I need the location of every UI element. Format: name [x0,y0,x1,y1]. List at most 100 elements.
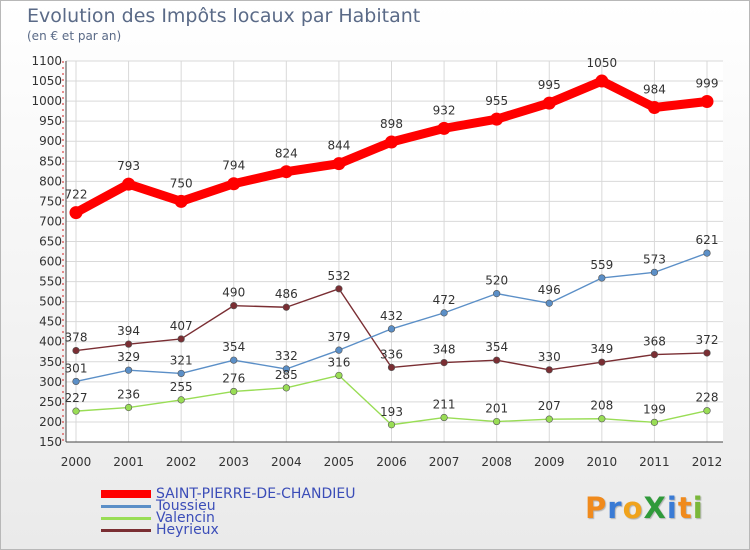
data-point [545,415,553,423]
data-label: 354 [222,340,245,354]
y-tick-label: 750 [39,194,62,208]
data-point [72,407,80,415]
data-point [703,349,711,357]
data-point [124,366,133,374]
y-tick-label: 500 [39,295,62,309]
data-point [230,356,238,364]
legend-item: SAINT-PIERRE-DE-CHANDIEU [101,486,356,502]
data-label: 329 [117,350,140,364]
y-tick-label: 450 [39,315,62,329]
data-label: 407 [170,319,193,333]
y-tick-label: 150 [39,435,62,449]
data-label: 984 [643,83,666,97]
data-label: 472 [433,293,456,307]
data-point [647,101,661,115]
x-tick-label: 2012 [692,455,723,469]
data-label: 559 [590,258,613,272]
y-tick-label: 900 [39,134,62,148]
data-label: 844 [327,139,350,153]
data-point [598,358,606,366]
data-label: 336 [380,347,403,361]
data-point [387,325,396,333]
data-label: 199 [643,402,666,416]
data-label: 372 [696,333,719,347]
y-tick-label: 350 [39,355,62,369]
legend: SAINT-PIERRE-DE-CHANDIEU Toussieu Valenc… [101,486,356,537]
y-tick-label: 700 [39,214,62,228]
data-label: 520 [485,274,508,288]
x-tick-label: 2004 [271,455,302,469]
data-label: 276 [222,371,245,385]
data-point [493,356,501,364]
data-label: 368 [643,335,666,349]
data-point [598,274,606,282]
x-tick-label: 2011 [639,455,670,469]
data-point [177,369,185,378]
y-tick-label: 1100 [31,54,62,68]
data-point [282,384,290,392]
data-label: 999 [696,77,719,91]
data-point [124,403,133,412]
legend-label: SAINT-PIERRE-DE-CHANDIEU [156,486,356,502]
y-tick-label: 1050 [31,74,62,88]
legend-label: Valencin [156,510,215,526]
data-label: 193 [380,405,403,419]
data-point [440,309,448,317]
data-label: 379 [327,330,350,344]
data-label: 722 [65,188,88,202]
data-point [282,365,290,373]
data-label: 348 [433,343,456,357]
y-tick-label: 650 [39,234,62,248]
legend-swatch [101,490,151,498]
data-point [493,417,501,426]
data-point [282,303,290,311]
data-point [230,302,238,310]
data-label: 285 [275,368,298,382]
y-tick-label: 950 [39,114,62,128]
data-point [700,95,714,109]
data-label: 201 [485,402,508,416]
data-point [387,421,396,429]
data-label: 932 [433,103,456,117]
data-point [230,387,238,396]
data-point [279,165,293,179]
data-label: 332 [275,349,298,363]
x-tick-label: 2009 [534,455,565,469]
data-label: 573 [643,252,666,266]
data-point [124,340,133,348]
data-point [545,366,553,374]
data-point [440,358,448,367]
data-label: 486 [275,287,298,301]
data-point [177,335,185,343]
x-tick-label: 2008 [481,455,512,469]
data-point [177,396,185,404]
data-label: 316 [327,355,350,369]
proxiti-logo: ProXiti [585,491,704,525]
chart-subtitle: (en € et par an) [27,29,122,43]
data-point [545,299,553,307]
data-label: 824 [275,147,298,161]
y-tick-label: 300 [39,375,62,389]
data-label: 227 [65,391,88,405]
legend-item: Toussieu [101,499,355,513]
data-point [69,206,83,220]
data-point [650,350,659,359]
data-label: 301 [65,361,88,375]
x-tick-label: 2007 [429,455,460,469]
y-tick-label: 250 [39,395,62,409]
x-tick-label: 2003 [218,455,249,469]
data-label: 330 [538,350,561,364]
data-point [650,418,659,426]
data-label: 490 [222,286,245,300]
data-point [72,346,80,355]
data-point [703,407,711,415]
legend-swatch [101,516,151,520]
data-label: 793 [117,159,140,173]
legend-item: Valencin [101,510,355,526]
chart-title: Evolution des Impôts locaux par Habitant [27,5,421,27]
data-label: 621 [696,233,719,247]
data-label: 236 [117,388,140,402]
data-point [385,135,398,149]
data-point [335,371,343,380]
data-point [174,194,188,208]
